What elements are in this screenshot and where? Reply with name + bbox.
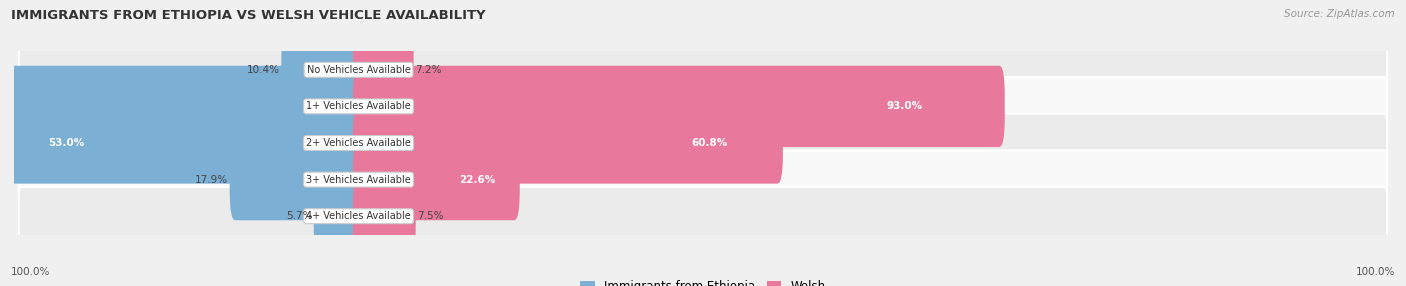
Text: 7.2%: 7.2% xyxy=(415,65,441,75)
Text: 53.0%: 53.0% xyxy=(48,138,84,148)
FancyBboxPatch shape xyxy=(353,176,416,257)
Text: 100.0%: 100.0% xyxy=(1355,267,1395,277)
Text: 93.0%: 93.0% xyxy=(886,102,922,111)
Text: 60.8%: 60.8% xyxy=(690,138,727,148)
Text: 22.6%: 22.6% xyxy=(460,175,495,184)
Legend: Immigrants from Ethiopia, Welsh: Immigrants from Ethiopia, Welsh xyxy=(575,276,831,286)
Text: 4+ Vehicles Available: 4+ Vehicles Available xyxy=(307,211,411,221)
Text: IMMIGRANTS FROM ETHIOPIA VS WELSH VEHICLE AVAILABILITY: IMMIGRANTS FROM ETHIOPIA VS WELSH VEHICL… xyxy=(11,9,486,21)
FancyBboxPatch shape xyxy=(229,139,364,220)
Text: 17.9%: 17.9% xyxy=(195,175,228,184)
Text: 3+ Vehicles Available: 3+ Vehicles Available xyxy=(307,175,411,184)
Text: 10.4%: 10.4% xyxy=(247,65,280,75)
FancyBboxPatch shape xyxy=(353,139,520,220)
FancyBboxPatch shape xyxy=(0,66,364,147)
Text: 2+ Vehicles Available: 2+ Vehicles Available xyxy=(307,138,411,148)
FancyBboxPatch shape xyxy=(18,41,1388,99)
Text: 100.0%: 100.0% xyxy=(11,267,51,277)
Text: 1+ Vehicles Available: 1+ Vehicles Available xyxy=(307,102,411,111)
FancyBboxPatch shape xyxy=(314,176,364,257)
FancyBboxPatch shape xyxy=(353,66,1005,147)
Text: No Vehicles Available: No Vehicles Available xyxy=(307,65,411,75)
FancyBboxPatch shape xyxy=(18,77,1388,136)
FancyBboxPatch shape xyxy=(281,29,364,110)
FancyBboxPatch shape xyxy=(353,29,413,110)
Text: 7.5%: 7.5% xyxy=(418,211,443,221)
FancyBboxPatch shape xyxy=(18,114,1388,172)
Text: Source: ZipAtlas.com: Source: ZipAtlas.com xyxy=(1284,9,1395,19)
Text: 5.7%: 5.7% xyxy=(285,211,312,221)
FancyBboxPatch shape xyxy=(0,102,364,184)
FancyBboxPatch shape xyxy=(353,102,783,184)
FancyBboxPatch shape xyxy=(18,187,1388,245)
FancyBboxPatch shape xyxy=(18,150,1388,209)
